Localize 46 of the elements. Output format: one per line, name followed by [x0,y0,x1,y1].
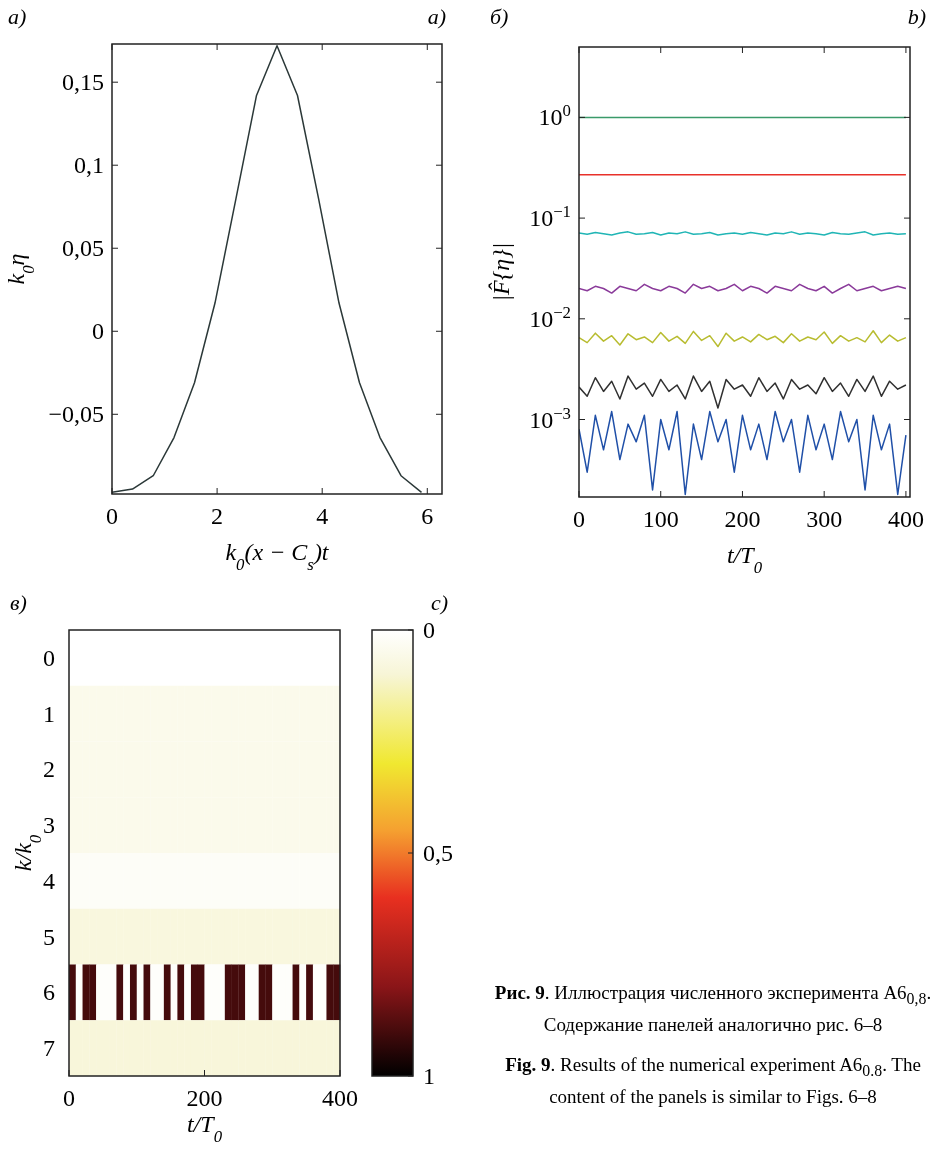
text: б) [490,4,509,29]
y-tick-label: 0,1 [74,152,104,179]
y-tick-label: 10$^{0}$ [538,100,571,131]
text: c) [430,590,448,615]
y-tick-label: 5 [43,923,55,950]
line-series [579,283,907,294]
text: b) [907,4,926,29]
x-tick-label: 400 [887,506,924,532]
line-series [579,375,907,409]
y-tick-label: 0 [92,318,104,345]
text: Рис. 9. Иллюстрация численного эксперимента A6$_{0,8}$. Содержание панелей аналогично рис. 6–8 [494,982,932,1035]
y-tick-label: 7 [43,1035,55,1062]
x-axis-title: t/T$_{0}$ [186,1111,223,1146]
x-tick-label: 200 [186,1085,223,1111]
text: a) [427,4,446,29]
y-tick-label: 6 [43,979,55,1006]
x-tick-label: 400 [322,1085,358,1111]
y-tick-label: 2 [43,756,55,783]
x-tick-label: 100 [642,506,679,532]
y-tick-label: 0 [43,644,55,671]
y-tick-label: 0,05 [62,235,104,262]
y-tick-label: 10$^{−2}$ [529,302,571,332]
color-bar-label: 0,5 [423,840,453,866]
color-bar-label: 1 [423,1063,435,1089]
y-tick-label: 4 [43,867,55,894]
x-axis-title: t/T$_{0}$ [726,542,763,577]
y-tick-label: 3 [43,812,55,839]
line-series [579,410,907,496]
x-tick-label: 6 [421,503,434,529]
x-tick-label: 4 [316,503,329,529]
line-series [579,330,907,348]
y-tick-label: 10$^{−3}$ [529,403,571,433]
y-tick-label: 0,15 [62,69,104,96]
x-tick-label: 2 [211,503,224,529]
y-tick-label: −0,05 [48,401,104,428]
line-series [112,44,423,494]
x-tick-label: 300 [806,506,843,532]
y-tick-label: 10$^{−1}$ [529,201,571,232]
y-tick-label: 1 [43,700,55,727]
caption: Fig. 9. Results of the numerical experiment A6$_{0.8}$. The content of the panels is similar to Figs. 6–8 [505,1053,921,1107]
y-axis-title: |F̂{η}| [488,242,514,302]
color-bar-label: 0 [423,617,435,643]
x-axis-title: k$_{0}$(x − C$_{s}$)t [225,539,330,574]
text: в) [10,590,27,615]
text: а) [8,4,27,29]
x-tick-label: 200 [724,506,761,532]
